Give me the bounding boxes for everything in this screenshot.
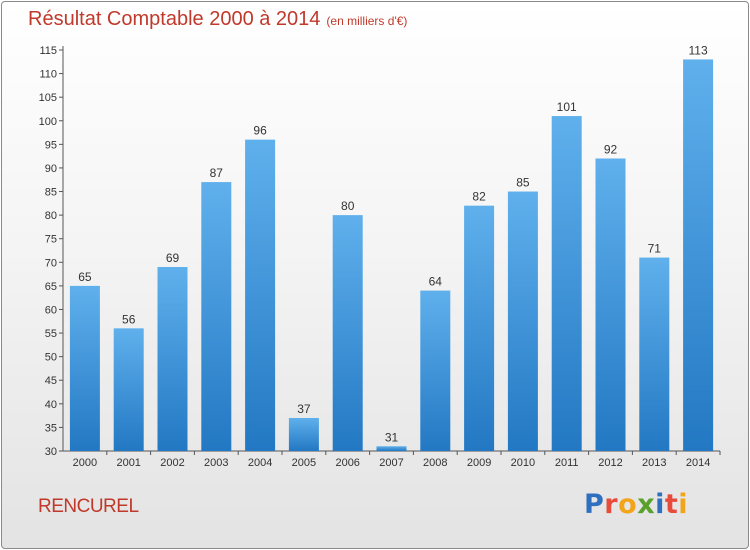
x-tick-label: 2000: [73, 457, 97, 469]
y-tick-label: 45: [45, 375, 57, 387]
data-label: 92: [604, 143, 618, 157]
y-tick-label: 95: [45, 139, 57, 151]
y-tick-label: 55: [45, 328, 57, 340]
y-tick-label: 85: [45, 187, 57, 199]
y-tick-label: 30: [45, 446, 57, 458]
data-label: 65: [78, 270, 92, 284]
data-label: 85: [516, 176, 530, 190]
data-label: 82: [472, 190, 486, 204]
bar: [332, 215, 363, 451]
bar: [69, 285, 100, 451]
y-tick-label: 40: [45, 399, 57, 411]
bar: [376, 446, 407, 451]
bar: [157, 267, 188, 451]
x-tick-label: 2005: [292, 457, 316, 469]
y-tick-label: 105: [39, 92, 57, 104]
y-tick-label: 100: [39, 116, 57, 128]
x-tick-label: 2014: [686, 457, 710, 469]
bar: [464, 205, 495, 451]
x-tick-label: 2007: [379, 457, 403, 469]
logo-letter: i: [678, 489, 689, 520]
data-label: 31: [385, 430, 399, 444]
data-label: 87: [210, 166, 224, 180]
x-tick-label: 2002: [160, 457, 184, 469]
x-tick-label: 2013: [642, 457, 666, 469]
data-label: 56: [122, 312, 136, 326]
bar: [683, 59, 714, 451]
data-label: 96: [253, 124, 267, 138]
logo-letter: t: [664, 489, 679, 520]
y-tick-label: 65: [45, 281, 57, 293]
data-label: 64: [429, 275, 443, 289]
bar: [201, 182, 232, 451]
commune-name: RENCUREL: [38, 496, 139, 517]
x-tick-label: 2006: [335, 457, 359, 469]
x-tick-label: 2009: [467, 457, 491, 469]
x-tick-label: 2001: [116, 457, 140, 469]
data-label: 37: [297, 402, 311, 416]
x-tick-label: 2012: [598, 457, 622, 469]
data-label: 71: [648, 242, 662, 256]
x-tick-label: 2011: [555, 457, 579, 469]
x-tick-label: 2008: [423, 457, 447, 469]
y-tick-label: 70: [45, 257, 57, 269]
bar: [595, 158, 626, 451]
logo-letter: o: [618, 489, 638, 520]
x-tick-label: 2010: [511, 457, 535, 469]
x-tick-label: 2004: [248, 457, 272, 469]
data-label: 69: [166, 251, 180, 265]
chart-subtitle: (en milliers d'€): [326, 14, 408, 28]
y-tick-label: 110: [39, 69, 57, 81]
chart-title-text: Résultat Comptable 2000 à 2014: [28, 8, 321, 30]
bar: [288, 417, 319, 451]
bar: [551, 116, 582, 451]
data-label: 80: [341, 199, 355, 213]
chart-title: Résultat Comptable 2000 à 2014 (en millie…: [28, 8, 407, 31]
y-tick-label: 50: [45, 352, 57, 364]
bar: [507, 191, 538, 451]
bar: [245, 139, 276, 451]
bar: [420, 290, 451, 451]
data-label: 113: [689, 43, 708, 57]
y-tick-label: 75: [45, 234, 57, 246]
bar: [113, 328, 144, 451]
logo-letter: r: [604, 489, 619, 520]
logo-letter: P: [584, 489, 605, 520]
bar: [639, 257, 670, 451]
y-tick-label: 115: [39, 45, 57, 57]
y-tick-label: 90: [45, 163, 57, 175]
y-tick-label: 60: [45, 304, 57, 316]
data-label: 101: [557, 100, 577, 114]
logo-letter: i: [655, 489, 665, 520]
y-tick-label: 80: [45, 210, 57, 222]
x-tick-label: 2003: [204, 457, 228, 469]
y-tick-label: 35: [45, 422, 57, 434]
proxiti-logo: Proxiti: [584, 489, 688, 520]
logo-letter: x: [637, 489, 656, 520]
